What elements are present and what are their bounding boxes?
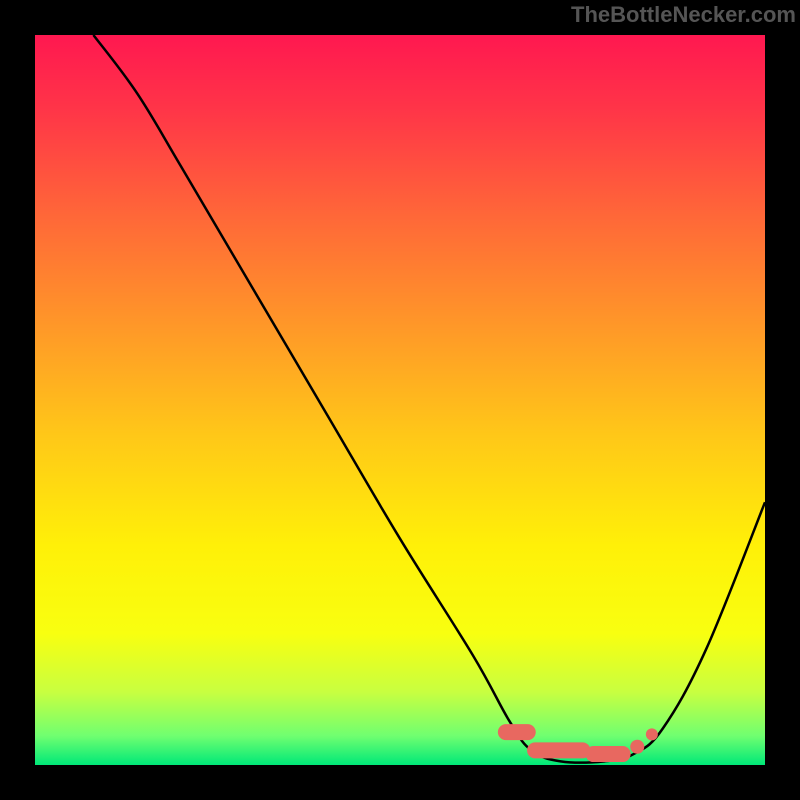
marker-dot [630,740,644,754]
marker-dot [646,728,658,740]
chart-container [35,35,765,765]
chart-background [35,35,765,765]
watermark-text: TheBottleNecker.com [571,2,796,28]
bottleneck-chart [35,35,765,765]
